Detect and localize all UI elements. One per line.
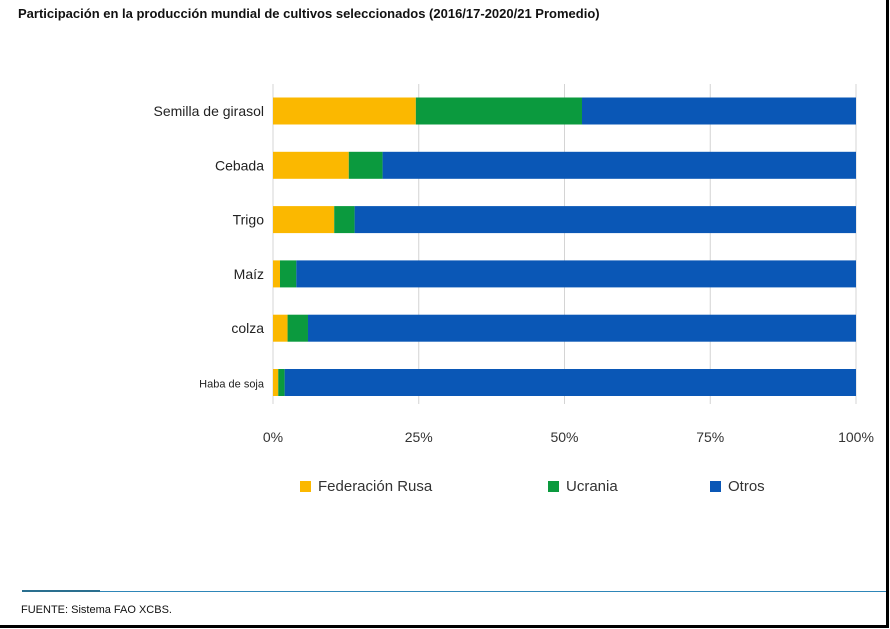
legend-swatch bbox=[548, 481, 559, 492]
bar-trigo-otros bbox=[354, 206, 856, 234]
bar-semilla-de-girasol-otros bbox=[581, 97, 856, 125]
x-tick-label: 50% bbox=[550, 429, 578, 445]
legend-label: Federación Rusa bbox=[318, 478, 433, 495]
bar-colza-ucrania bbox=[287, 314, 308, 342]
bar-semilla-de-girasol-federacion-rusa bbox=[273, 97, 416, 125]
source-note: FUENTE: Sistema FAO XCBS. bbox=[21, 604, 172, 616]
bar-maiz-federacion-rusa bbox=[273, 260, 280, 288]
bar-cebada-otros bbox=[382, 151, 856, 179]
bar-trigo-federacion-rusa bbox=[273, 206, 335, 234]
x-tick-label: 75% bbox=[696, 429, 724, 445]
category-label: Semilla de girasol bbox=[154, 103, 265, 119]
footer-rule bbox=[100, 591, 886, 592]
bar-colza-federacion-rusa bbox=[273, 314, 288, 342]
legend-item-otros: Otros bbox=[710, 478, 765, 495]
bar-cebada-federacion-rusa bbox=[273, 151, 349, 179]
bar-maiz-otros bbox=[296, 260, 856, 288]
x-tick-label: 100% bbox=[838, 429, 874, 445]
legend-label: Ucrania bbox=[566, 478, 618, 495]
legend-item-ucrania: Ucrania bbox=[548, 478, 618, 495]
bar-semilla-de-girasol-ucrania bbox=[415, 97, 582, 125]
footer-rule-accent bbox=[22, 590, 100, 592]
legend-swatch bbox=[710, 481, 721, 492]
chart-title: Participación en la producción mundial d… bbox=[18, 6, 600, 21]
x-tick-label: 25% bbox=[405, 429, 433, 445]
bar-trigo-ucrania bbox=[334, 206, 355, 234]
category-label: Trigo bbox=[233, 212, 265, 228]
bar-colza-otros bbox=[307, 314, 857, 342]
grid-lines bbox=[272, 84, 857, 404]
bar-cebada-ucrania bbox=[348, 151, 383, 179]
category-label: Haba de soja bbox=[199, 379, 265, 391]
x-tick-labels: 0% 25% 50% 75% 100% bbox=[263, 429, 874, 445]
category-label: Cebada bbox=[215, 157, 264, 173]
bar-maiz-ucrania bbox=[279, 260, 297, 288]
category-label: colza bbox=[231, 320, 264, 336]
bar-haba-de-soja-otros bbox=[284, 369, 856, 396]
legend-label: Otros bbox=[728, 478, 765, 495]
bar-haba-de-soja-federacion-rusa bbox=[273, 369, 279, 396]
category-label: Maíz bbox=[234, 266, 264, 282]
category-labels: Semilla de girasol Cebada Trigo Maíz colza Ha… bbox=[154, 103, 265, 391]
x-tick-label: 0% bbox=[263, 429, 283, 445]
legend: Federación Rusa Ucrania Otros bbox=[0, 478, 890, 500]
legend-item-federacion-rusa: Federación Rusa bbox=[300, 478, 432, 495]
legend-swatch bbox=[300, 481, 311, 492]
bar-haba-de-soja-ucrania bbox=[278, 369, 285, 396]
bars bbox=[273, 97, 857, 396]
